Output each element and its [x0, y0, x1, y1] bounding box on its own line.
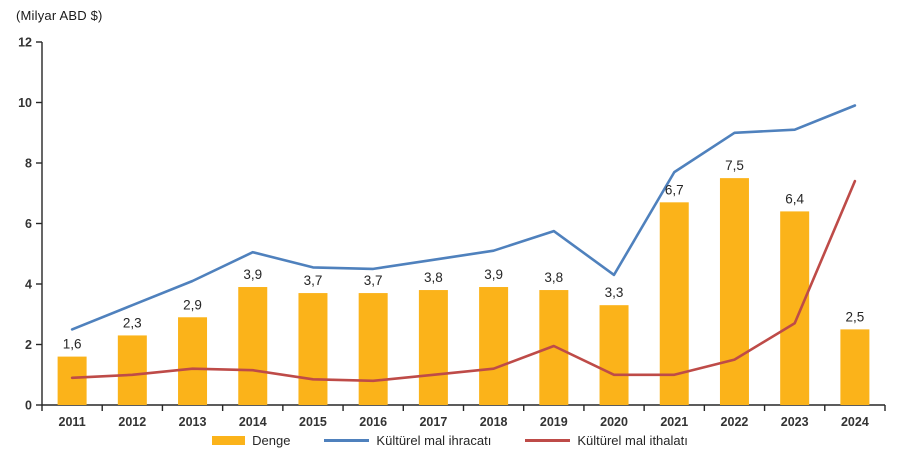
value-label-2018: 3,9 — [484, 267, 503, 282]
value-label-2016: 3,7 — [364, 273, 383, 288]
bars — [57, 178, 870, 405]
x-tick-label-2012: 2012 — [118, 415, 146, 429]
value-label-2014: 3,9 — [243, 267, 262, 282]
bar-swatch — [212, 436, 246, 445]
x-tick-label-2020: 2020 — [600, 415, 628, 429]
bar-2013 — [178, 317, 208, 405]
bar-2018 — [479, 287, 509, 405]
legend-item-denge: Denge — [212, 433, 290, 448]
value-label-2024: 2,5 — [846, 309, 865, 324]
value-label-2017: 3,8 — [424, 270, 443, 285]
bar-2015 — [298, 293, 328, 405]
line-Kültürel mal ihracatı — [70, 104, 857, 331]
x-tick-label-2015: 2015 — [299, 415, 327, 429]
legend-item-imports: Kültürel mal ithalatı — [525, 433, 688, 448]
x-tick-label-2024: 2024 — [841, 415, 869, 429]
y-tick-label: 2 — [25, 338, 32, 352]
x-tick-label-2018: 2018 — [480, 415, 508, 429]
exports-line-swatch — [324, 439, 370, 442]
value-label-2011: 1,6 — [63, 337, 82, 352]
x-tick-label-2021: 2021 — [660, 415, 688, 429]
value-label-2015: 3,7 — [304, 273, 323, 288]
value-label-2023: 6,4 — [785, 191, 804, 206]
x-tick-label-2014: 2014 — [239, 415, 267, 429]
y-tick-label: 10 — [18, 96, 32, 110]
legend-label-exports: Kültürel mal ihracatı — [376, 433, 492, 448]
x-tick-label-2011: 2011 — [59, 415, 86, 429]
y-tick-label: 6 — [25, 217, 32, 231]
y-tick-label: 12 — [18, 36, 32, 50]
bar-2020 — [599, 305, 629, 405]
value-label-2013: 2,9 — [183, 297, 202, 312]
legend-label-denge: Denge — [252, 433, 291, 448]
legend-label-imports: Kültürel mal ithalatı — [577, 433, 688, 448]
axes — [41, 42, 885, 406]
value-label-2019: 3,8 — [544, 270, 563, 285]
y-tick-label: 8 — [25, 157, 32, 171]
series-line — [70, 104, 857, 331]
legend-item-exports: Kültürel mal ihracatı — [324, 433, 491, 448]
legend: Denge Kültürel mal ihracatı Kültürel mal… — [0, 433, 900, 448]
value-label-2020: 3,3 — [605, 285, 624, 300]
bar-2017 — [418, 290, 448, 405]
y-tick-label: 0 — [25, 399, 32, 413]
x-tick-label-2016: 2016 — [359, 415, 387, 429]
bar-2014 — [238, 287, 268, 405]
bar-2023 — [780, 211, 810, 405]
y-axis-ticks: 0 2 4 6 8 10 12 — [18, 36, 42, 413]
series-line — [70, 179, 857, 383]
x-axis-ticks: 2011 2012 2013 2014 2015 2016 2017 2018 2019 2020… — [41, 405, 886, 429]
line-Kültürel mal ithalatı — [70, 179, 857, 383]
x-tick-label-2017: 2017 — [419, 415, 447, 429]
bar-2016 — [358, 293, 388, 405]
x-tick-label-2013: 2013 — [179, 415, 207, 429]
value-label-2021: 6,7 — [665, 182, 684, 197]
bar-2022 — [719, 178, 749, 405]
x-tick-label-2019: 2019 — [540, 415, 568, 429]
bar-2011 — [57, 356, 87, 405]
value-label-2022: 7,5 — [725, 158, 744, 173]
imports-line-swatch — [525, 439, 571, 442]
x-tick-label-2022: 2022 — [721, 415, 749, 429]
x-tick-label-2023: 2023 — [781, 415, 809, 429]
chart-unit-title: (Milyar ABD $) — [16, 8, 103, 23]
y-tick-label: 4 — [25, 278, 32, 292]
bar-2019 — [539, 290, 569, 405]
value-label-2012: 2,3 — [123, 315, 142, 330]
bar-2024 — [840, 329, 870, 405]
bar-2012 — [117, 335, 147, 405]
bar-value-labels: 1,6 2,3 2,9 3,9 3,7 3,7 3,8 3,9 3,8 3,3 6,7 7,5 6,4 2… — [63, 158, 865, 351]
